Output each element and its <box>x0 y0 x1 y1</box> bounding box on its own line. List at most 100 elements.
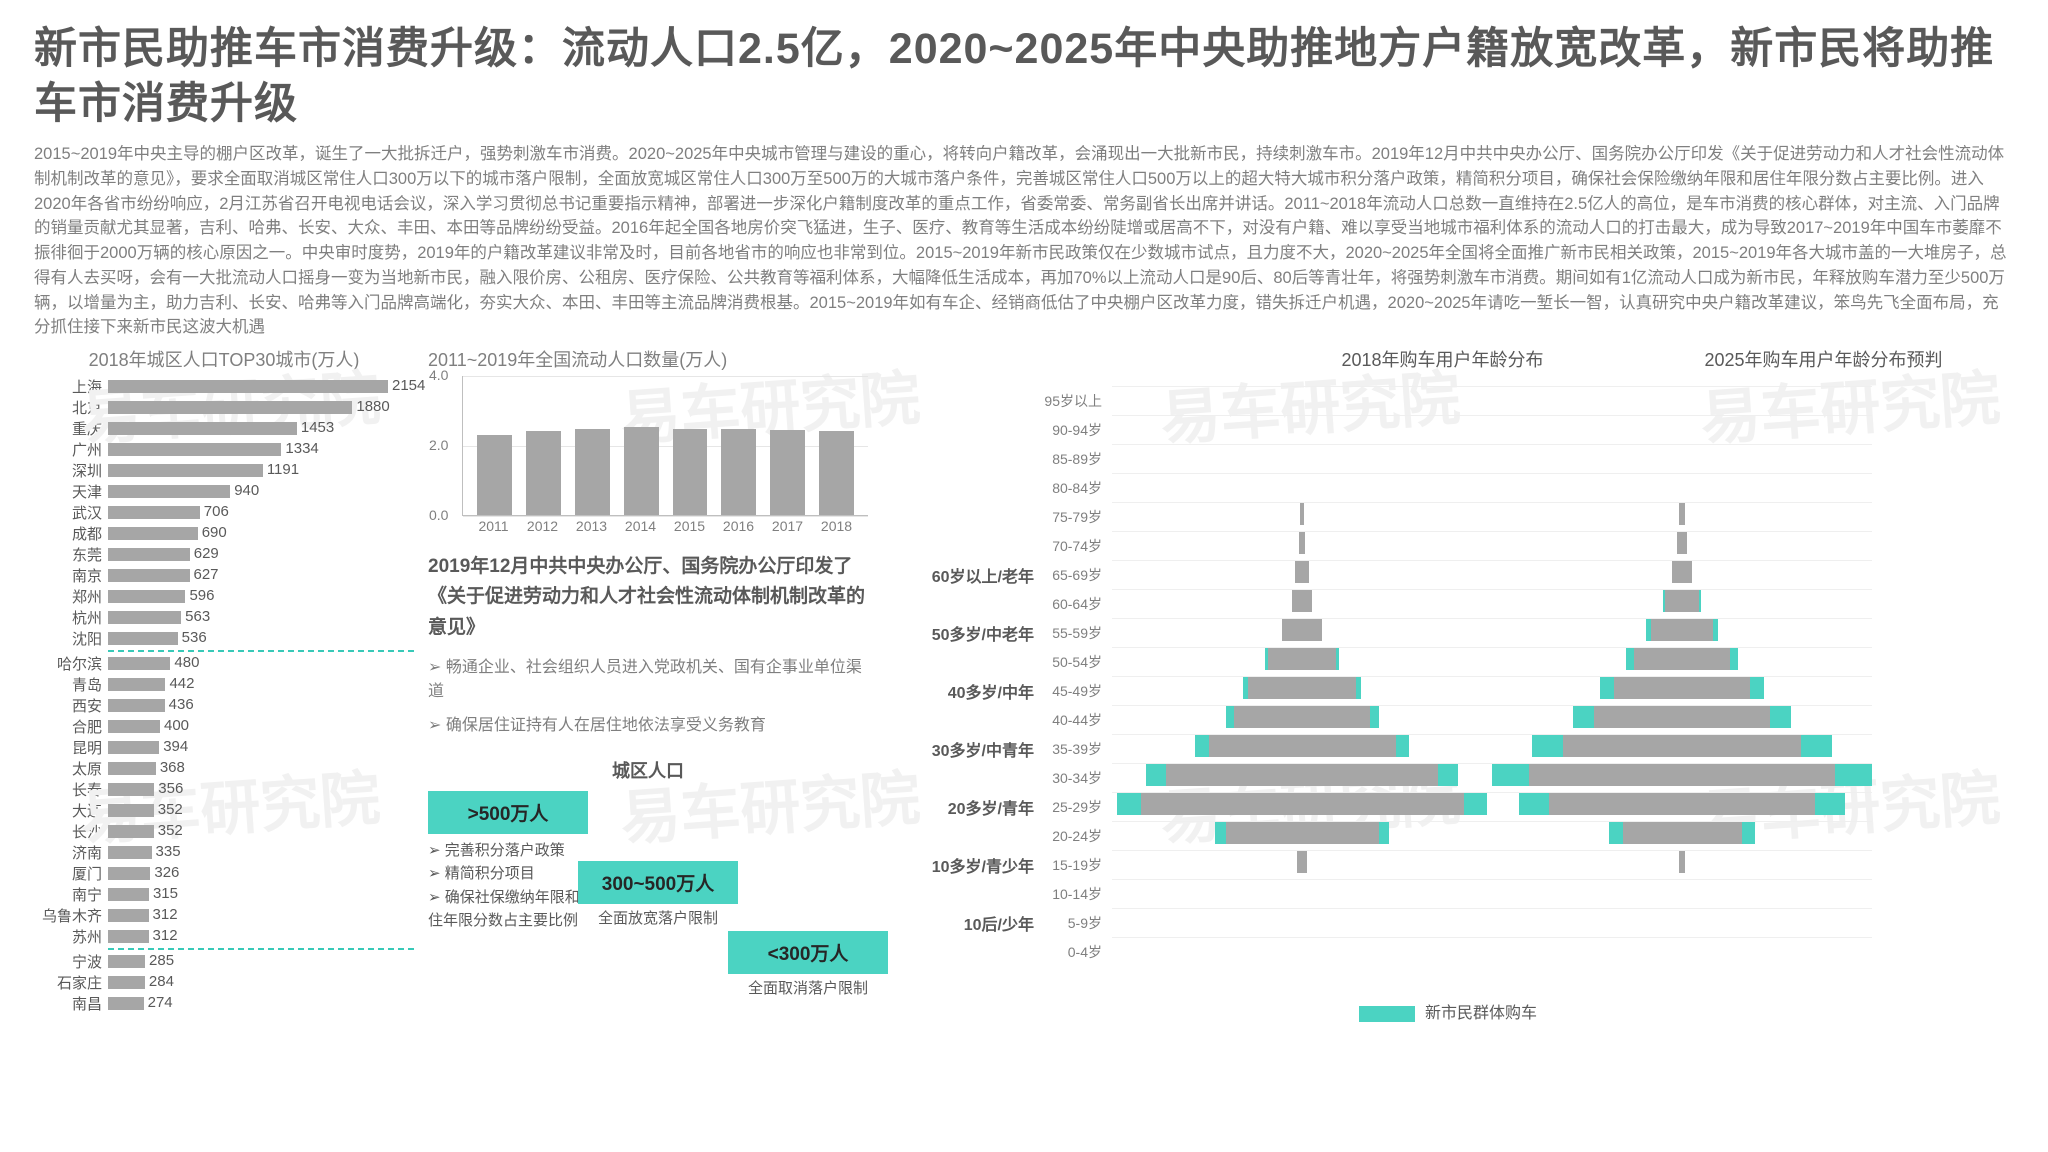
city-bar-row: 南京 627 <box>34 565 414 586</box>
city-label: 南京 <box>34 565 108 586</box>
city-value: 627 <box>190 566 219 583</box>
city-label: 南昌 <box>34 993 108 1014</box>
pyramid-age-label: 65-69岁 <box>1042 565 1112 585</box>
pyramid-cell <box>1112 879 1492 908</box>
city-label: 济南 <box>34 842 108 863</box>
pyramid-cell <box>1112 676 1492 705</box>
city-label: 大连 <box>34 800 108 821</box>
city-value: 312 <box>149 906 178 923</box>
float-pop-xlabel: 2016 <box>721 518 756 534</box>
city-label: 北京 <box>34 397 108 418</box>
city-bar-row: 昆明394 <box>34 737 414 758</box>
city-label: 郑州 <box>34 586 108 607</box>
pyramid-cell <box>1112 415 1492 444</box>
pyramid-age-label: 85-89岁 <box>1042 449 1112 469</box>
float-pop-xlabel: 2013 <box>574 518 609 534</box>
city-value: 335 <box>152 843 181 860</box>
float-pop-chart: 0.02.04.0 <box>462 376 868 516</box>
pyramid-cell <box>1112 705 1492 734</box>
city-bar-row: 乌鲁木齐 312 <box>34 905 414 926</box>
pyramid-age-label: 70-74岁 <box>1042 536 1112 556</box>
pyramid-row: 85-89岁 <box>882 444 2014 473</box>
float-pop-bar <box>721 429 756 515</box>
pyramid-group-label: 10后/少年 <box>882 911 1042 935</box>
pyramid-age-label: 20-24岁 <box>1042 826 1112 846</box>
city-value: 596 <box>185 587 214 604</box>
pyramid-cell <box>1492 850 1872 879</box>
pyramid-cell <box>1112 531 1492 560</box>
pyramid-cell <box>1492 618 1872 647</box>
city-label: 重庆 <box>34 418 108 439</box>
pyramid-age-label: 55-59岁 <box>1042 623 1112 643</box>
float-pop-bar <box>770 430 805 515</box>
body-paragraph: 2015~2019年中央主导的棚户区改革，诞生了一大批拆迁户，强势刺激车市消费。… <box>34 142 2014 340</box>
pyramid-age-label: 10-14岁 <box>1042 884 1112 904</box>
city-bar-row: 苏州312 <box>34 926 414 947</box>
pyramid-cell <box>1492 676 1872 705</box>
pyramid-row: 40-44岁 <box>882 705 2014 734</box>
pyramid-age-label: 40-44岁 <box>1042 710 1112 730</box>
city-bar-row: 厦门326 <box>34 863 414 884</box>
city-label: 上海 <box>34 376 108 397</box>
policy-bullet: 确保居住证持有人在居住地依法享受义务教育 <box>428 711 868 735</box>
pyramid-cell <box>1492 589 1872 618</box>
pyramid-row: 30多岁/中青年35-39岁 <box>882 734 2014 763</box>
city-label: 长春 <box>34 779 108 800</box>
pyramid-2025-title: 2025年购车用户年龄分布预判 <box>1633 346 2014 372</box>
city-bar-row: 哈尔滨480 <box>34 653 414 674</box>
city-label: 乌鲁木齐 <box>34 905 108 926</box>
pyramid-cell <box>1112 444 1492 473</box>
city-bar-row: 南昌274 <box>34 993 414 1014</box>
pyramid-cell <box>1112 560 1492 589</box>
pyramid-age-label: 30-34岁 <box>1042 768 1112 788</box>
city-value: 352 <box>154 822 183 839</box>
pyramid-age-label: 0-4岁 <box>1042 942 1112 962</box>
pyramid-cell <box>1112 386 1492 415</box>
city-value: 394 <box>159 738 188 755</box>
policy-bullet: 畅通企业、社会组织人员进入党政机关、国有企事业单位渠道 <box>428 653 868 701</box>
pyramid-row: 70-74岁 <box>882 531 2014 560</box>
pyramid-row: 50-54岁 <box>882 647 2014 676</box>
pyramid-cell <box>1492 821 1872 850</box>
city-value: 940 <box>230 482 259 499</box>
pyramid-cell <box>1112 908 1492 937</box>
float-pop-xlabel: 2015 <box>672 518 707 534</box>
city-bar-row: 宁波285 <box>34 951 414 972</box>
city-label: 南宁 <box>34 884 108 905</box>
pyramid-cell <box>1492 473 1872 502</box>
pyramid-cell <box>1492 763 1872 792</box>
pyramid-cell <box>1492 647 1872 676</box>
pyramid-cell <box>1492 879 1872 908</box>
pyramid-cell <box>1492 386 1872 415</box>
city-value: 536 <box>178 629 207 646</box>
pyramid-group-label: 20多岁/青年 <box>882 795 1042 819</box>
city-label: 成都 <box>34 523 108 544</box>
city-value: 284 <box>145 973 174 990</box>
city-label: 沈阳 <box>34 628 108 649</box>
pyramid-cell <box>1112 502 1492 531</box>
city-label: 合肥 <box>34 716 108 737</box>
city-bar-row: 重庆1453 <box>34 418 414 439</box>
city-value: 312 <box>149 927 178 944</box>
pyramid-cell <box>1492 444 1872 473</box>
city-bar-row: 广州1334 <box>34 439 414 460</box>
pyramid-cell <box>1112 937 1492 966</box>
city-bar-row: 西安436 <box>34 695 414 716</box>
city-bar-row: 大连352 <box>34 800 414 821</box>
pyramid-group-label: 30多岁/中青年 <box>882 737 1042 761</box>
city-value: 368 <box>156 759 185 776</box>
pyramid-age-label: 45-49岁 <box>1042 681 1112 701</box>
pyramid-legend: 新市民群体购车 <box>882 999 2014 1023</box>
city-bar-row: 沈阳 536 <box>34 628 414 649</box>
pyramid-row: 20-24岁 <box>882 821 2014 850</box>
pyramid-cell <box>1492 502 1872 531</box>
city-pop-chart: 2018年城区人口TOP30城市(万人) 上海2154北京1880重庆1453广… <box>34 346 414 1021</box>
float-pop-bar <box>477 435 512 516</box>
city-bar-row: 长春356 <box>34 779 414 800</box>
city-label: 天津 <box>34 481 108 502</box>
city-bar-row: 东莞629 <box>34 544 414 565</box>
pyramid-age-label: 5-9岁 <box>1042 913 1112 933</box>
city-label: 长沙 <box>34 821 108 842</box>
city-value: 563 <box>181 608 210 625</box>
float-pop-xlabel: 2011 <box>476 518 511 534</box>
